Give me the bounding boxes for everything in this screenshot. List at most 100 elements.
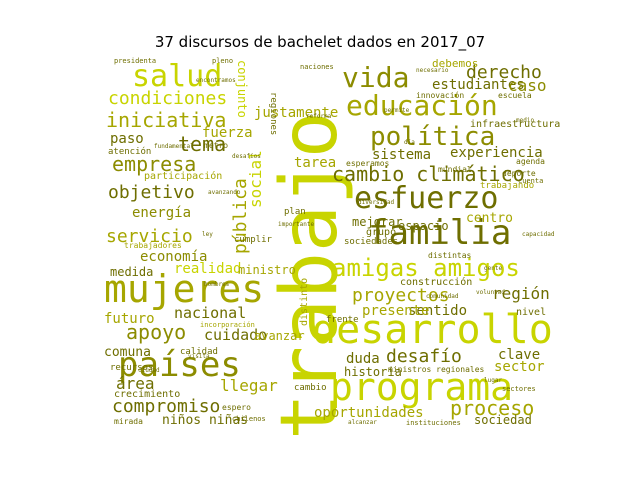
word-ciudad: ciudad <box>138 367 160 374</box>
word-amigas-amigos: amigas amigos <box>332 254 520 282</box>
word-cloud: trabajo mujeres desarrollo programa países fa… <box>104 56 560 440</box>
word-experiencia: experiencia <box>450 145 543 161</box>
word-distintas: distintas <box>428 251 472 260</box>
word-ministros-regionales: ministros regionales <box>388 365 485 374</box>
word-participacion: participación <box>144 171 223 182</box>
word-caso: caso <box>508 76 547 95</box>
word-economia: economía <box>140 249 208 265</box>
word-fundamental: fundamental <box>154 143 194 150</box>
word-innovacion: innovación <box>416 91 465 100</box>
word-ninos-ninas: niños niñas <box>162 413 249 428</box>
word-gente: gente <box>484 265 503 272</box>
word-derecho: derecho <box>466 62 542 83</box>
word-trabajando: trabajando <box>480 181 535 191</box>
word-esfuerzo: esfuerzo <box>354 181 499 216</box>
word-clave: clave <box>498 347 541 363</box>
word-cambio-climatico: cambio climático <box>332 162 525 186</box>
word-presente: presente <box>362 303 430 319</box>
word-medida: medida <box>110 265 154 279</box>
word-nacional: nacional <box>174 304 247 322</box>
word-cuenta: cuenta <box>518 177 544 185</box>
word-comunidad: comunidad <box>426 293 459 300</box>
word-lugar: lugar <box>484 377 503 384</box>
word-necesario: necesario <box>416 67 449 74</box>
word-nivel: nivel <box>516 307 547 318</box>
word-vida: vida <box>342 61 410 94</box>
word-plan: plan <box>284 207 306 217</box>
word-avanzar: avanzar <box>254 329 305 343</box>
word-paso: paso <box>110 131 144 147</box>
word-objetivo: objetivo <box>108 182 195 203</box>
word-espacio: espacio <box>398 219 449 233</box>
word-incorporacion: incorporación <box>200 321 255 329</box>
word-desarrollo: desarrollo <box>312 307 553 353</box>
word-avanzando: avanzando <box>208 189 241 196</box>
word-cambio: cambio <box>294 383 327 393</box>
word-familia: familia <box>368 213 512 253</box>
word-capacidad: capacidad <box>522 231 555 238</box>
word-encontramos: encontramos <box>196 77 236 84</box>
word-sistema: sistema <box>372 147 432 163</box>
word-importante: importante <box>278 221 315 228</box>
word-empresa: empresa <box>112 152 197 176</box>
word-construccion: construcción <box>400 277 473 288</box>
word-servicio: servicio <box>106 226 193 247</box>
word-mirada: mirada <box>114 417 143 426</box>
word-fuerza: fuerza <box>202 125 253 141</box>
word-deporte: deporte <box>502 169 536 178</box>
word-dia: día <box>404 139 415 146</box>
word-distinto: distinto <box>299 277 310 326</box>
word-programa: programa <box>330 365 514 409</box>
word-proyectos: proyectos <box>352 285 450 306</box>
word-futuro: futuro <box>104 311 155 327</box>
word-visita: visita <box>188 353 210 360</box>
word-compromiso: compromiso <box>112 396 221 417</box>
word-agenda: agenda <box>516 157 545 166</box>
word-reforma: reforma <box>306 113 332 120</box>
word-conjunto: conjunto <box>235 60 249 118</box>
word-apoyo: apoyo <box>126 320 187 344</box>
word-chilenos: chilenos <box>232 415 266 423</box>
word-presidenta: presidenta <box>114 57 157 65</box>
figure-title: 37 discursos de bachelet dados en 2017_0… <box>154 33 486 51</box>
word-mejorar: mejorar <box>352 215 403 229</box>
word-trabajadores: trabajadores <box>124 241 182 250</box>
word-justamente: justamente <box>254 105 339 121</box>
word-frente: frente <box>326 315 359 325</box>
word-energia: energía <box>132 205 192 221</box>
word-salud: salud <box>132 59 223 94</box>
word-crecimiento: crecimiento <box>114 389 181 400</box>
word-infraestructura: infraestructura <box>470 119 561 130</box>
word-grupo: grupo <box>366 227 397 238</box>
word-permite: permite <box>384 107 410 114</box>
word-hombres: hombres <box>204 281 230 288</box>
word-politica: política <box>370 122 496 152</box>
word-desafio: desafío <box>386 346 462 367</box>
word-mundial: mundial <box>438 165 472 174</box>
word-debemos: debemos <box>432 57 479 70</box>
word-atencion: atención <box>108 147 152 157</box>
word-llegar: llegar <box>220 376 278 395</box>
word-sociedad: sociedad <box>474 413 532 427</box>
word-pleno: pleno <box>212 57 234 65</box>
word-region: región <box>492 284 550 303</box>
word-metro: metro <box>204 141 229 150</box>
word-naciones: naciones <box>300 63 334 71</box>
word-condiciones: condiciones <box>108 88 228 109</box>
word-diversidad: diversidad <box>358 199 395 206</box>
word-tarea: tarea <box>294 155 337 171</box>
word-cuidado: cuidado <box>204 326 268 344</box>
word-sentido: sentido <box>408 303 468 319</box>
word-oportunidades: oportunidades <box>314 405 424 421</box>
word-ley: ley <box>202 231 213 238</box>
word-cumplir: cumplir <box>234 235 272 245</box>
word-regiones: regiones <box>268 92 278 136</box>
word-esperamos: esperamos <box>346 159 390 168</box>
word-voluntad: voluntad <box>476 289 505 296</box>
word-area: área <box>116 374 155 393</box>
word-sectores: sectores <box>502 385 536 393</box>
word-sector: sector <box>494 359 545 375</box>
word-espero: espero <box>222 403 251 412</box>
word-recursos: recursos <box>110 363 154 373</box>
word-comuna: comuna <box>104 345 151 360</box>
